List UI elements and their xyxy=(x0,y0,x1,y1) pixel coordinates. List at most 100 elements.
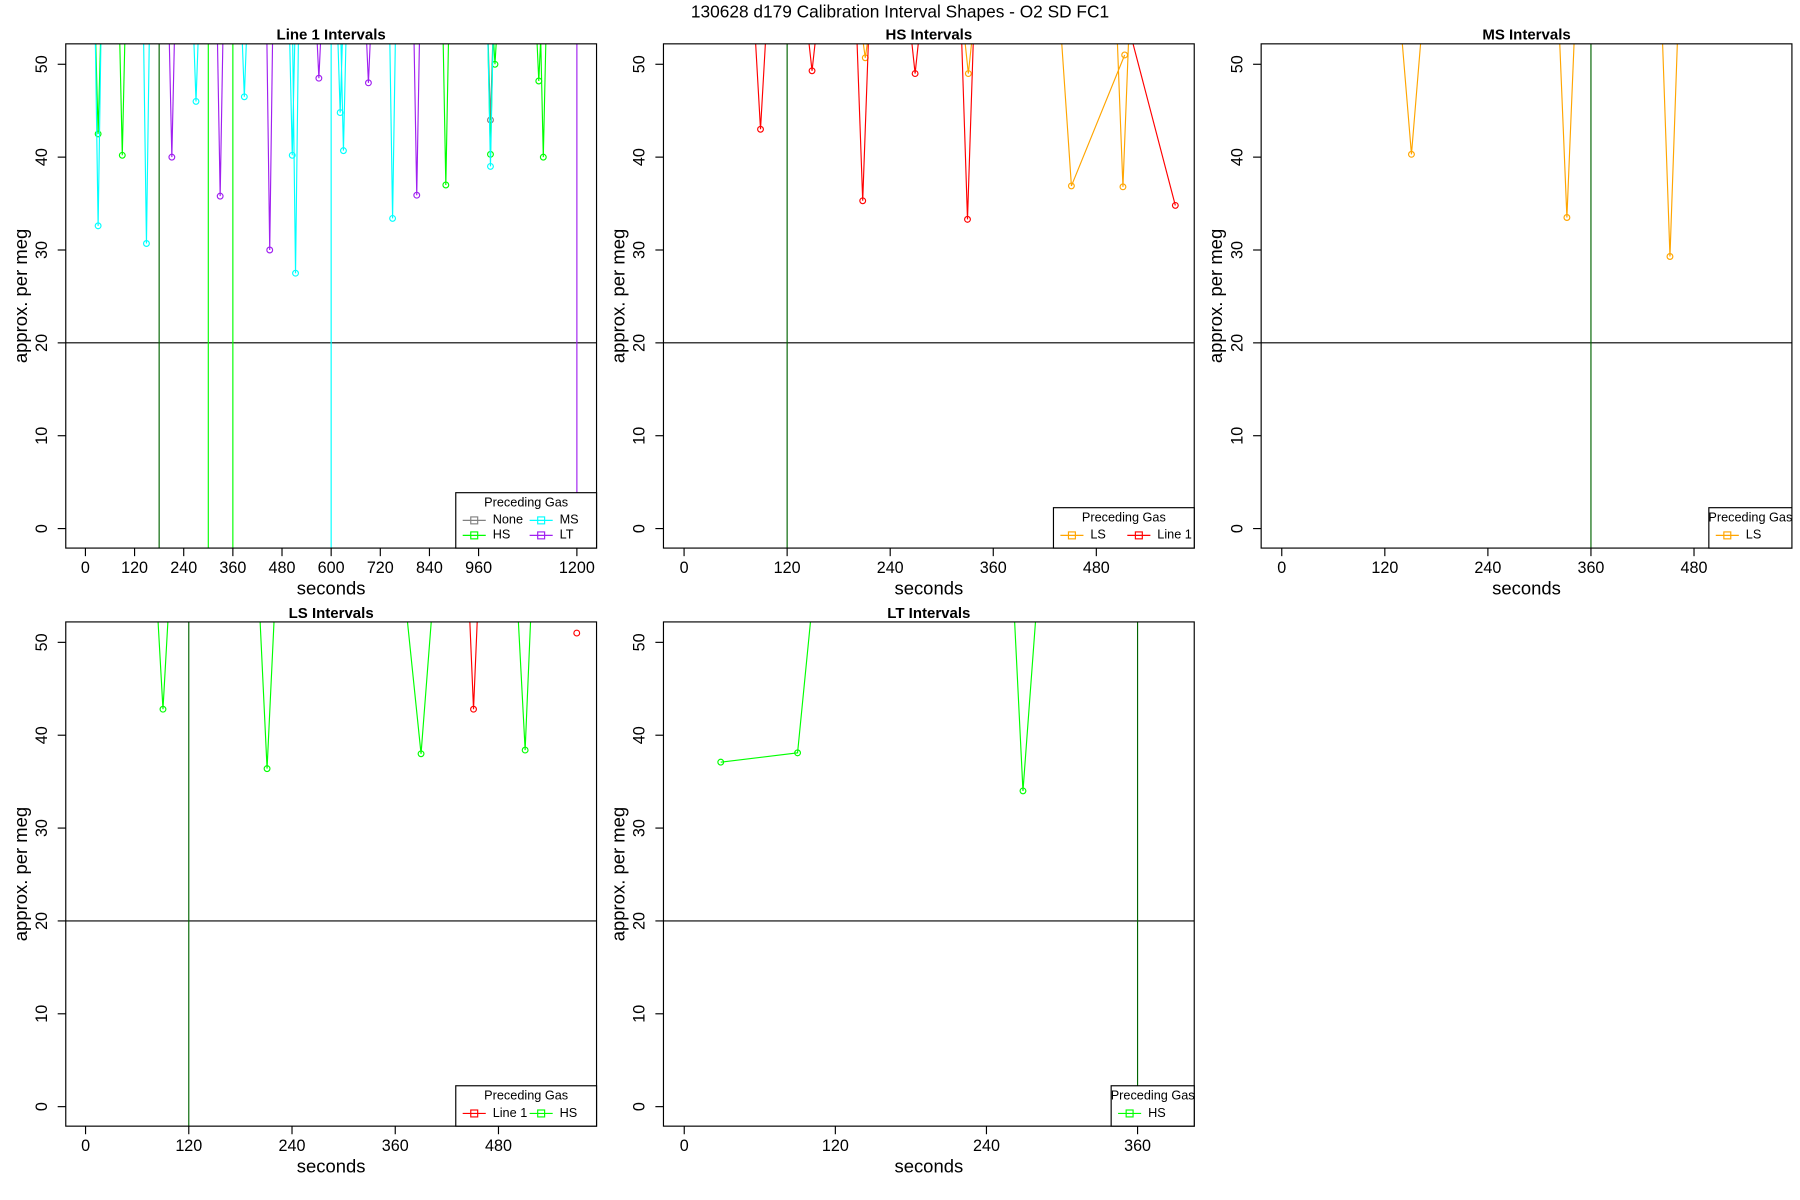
data-point xyxy=(1407,150,1415,158)
data-point xyxy=(1010,584,1016,590)
legend-key-marker xyxy=(470,1109,479,1118)
plot-area xyxy=(663,6,1195,549)
data-point xyxy=(1666,253,1674,260)
data-point xyxy=(442,181,450,189)
legend-label: Line 1 xyxy=(493,1106,528,1120)
plot-area xyxy=(663,584,1195,1127)
y-tick-label: 10 xyxy=(33,427,51,445)
y-tick-label: 0 xyxy=(631,524,649,533)
data-point xyxy=(389,214,397,222)
data-point xyxy=(539,6,545,12)
data-point xyxy=(411,6,417,12)
data-point xyxy=(266,246,274,254)
y-tick-label: 10 xyxy=(631,1005,649,1023)
legend-label: LT xyxy=(560,528,574,542)
legend-label: None xyxy=(493,513,523,527)
data-point xyxy=(489,6,495,12)
data-point xyxy=(495,6,501,12)
y-tick-label: 0 xyxy=(1228,524,1246,533)
legend-label: HS xyxy=(560,1106,578,1120)
data-point xyxy=(344,6,350,12)
data-point xyxy=(216,192,224,200)
legend-title: Preceding Gas xyxy=(484,1089,568,1103)
legend-label: MS xyxy=(560,513,579,527)
x-axis-label: seconds xyxy=(297,577,366,598)
x-tick-label: 360 xyxy=(1124,1137,1151,1155)
y-axis-label: approx. per meg xyxy=(10,229,31,363)
x-tick-label: 960 xyxy=(465,559,492,577)
legend-key-marker xyxy=(1723,531,1732,540)
data-point xyxy=(264,6,270,12)
data-point xyxy=(334,6,340,12)
data-point xyxy=(1563,214,1571,221)
panel-title: HS Intervals xyxy=(885,27,972,44)
data-point xyxy=(315,74,323,82)
data-point xyxy=(386,6,392,12)
legend-key-marker xyxy=(470,531,479,540)
y-tick-label: 50 xyxy=(33,633,51,651)
series-line xyxy=(720,621,1037,791)
data-point xyxy=(1119,183,1127,191)
data-point xyxy=(256,584,262,590)
data-point xyxy=(484,6,490,12)
data-point xyxy=(147,6,153,12)
data-point xyxy=(166,6,172,12)
data-point xyxy=(263,765,271,773)
x-tick-label: 1200 xyxy=(559,559,595,577)
data-point xyxy=(465,584,471,590)
data-point xyxy=(270,6,276,12)
plot-box xyxy=(662,621,1195,1127)
y-tick-label: 0 xyxy=(33,1102,51,1111)
data-point xyxy=(529,584,535,590)
x-tick-label: 600 xyxy=(318,559,345,577)
y-axis-label: approx. per meg xyxy=(607,229,628,363)
data-point xyxy=(491,6,497,12)
data-point xyxy=(238,6,244,12)
legend-label: HS xyxy=(493,528,511,542)
x-tick-label: 360 xyxy=(1577,559,1604,577)
x-tick-label: 720 xyxy=(367,559,394,577)
data-point xyxy=(289,6,295,12)
x-axis-label: seconds xyxy=(1492,577,1561,598)
x-tick-label: 480 xyxy=(485,1137,512,1155)
data-point xyxy=(964,215,971,223)
data-point xyxy=(1421,6,1427,12)
plot-box xyxy=(65,43,598,549)
legend-title: Preceding Gas xyxy=(1111,1089,1195,1103)
data-point xyxy=(431,584,437,590)
data-point xyxy=(1113,6,1119,12)
plot-area xyxy=(1261,6,1792,549)
data-point xyxy=(544,6,550,12)
y-tick-label: 30 xyxy=(33,241,51,259)
data-point xyxy=(214,6,220,12)
data-point xyxy=(521,746,529,754)
x-tick-label: 0 xyxy=(81,1137,90,1155)
legend-key-marker xyxy=(537,516,546,525)
data-point xyxy=(94,222,102,230)
y-tick-label: 10 xyxy=(631,427,649,445)
data-point xyxy=(1121,6,1127,12)
y-tick-label: 0 xyxy=(33,524,51,533)
data-point xyxy=(417,750,425,758)
data-point xyxy=(1573,6,1579,12)
data-point xyxy=(1067,182,1075,190)
legend-label: LS xyxy=(1746,528,1762,542)
data-point xyxy=(1171,201,1179,209)
series-line xyxy=(168,43,420,251)
data-point xyxy=(118,151,126,159)
y-tick-label: 20 xyxy=(631,912,649,930)
y-tick-label: 10 xyxy=(33,1005,51,1023)
x-tick-label: 0 xyxy=(680,559,689,577)
series-line xyxy=(755,43,1176,220)
data-point xyxy=(537,6,543,12)
panel-title: Line 1 Intervals xyxy=(277,27,386,44)
y-tick-label: 40 xyxy=(631,726,649,744)
data-point xyxy=(123,6,129,12)
data-point xyxy=(296,6,302,12)
series-line xyxy=(1401,43,1678,257)
data-point xyxy=(364,79,372,87)
data-point xyxy=(417,6,423,12)
y-tick-label: 30 xyxy=(631,241,649,259)
legend-box xyxy=(1052,507,1195,549)
data-point xyxy=(172,6,178,12)
